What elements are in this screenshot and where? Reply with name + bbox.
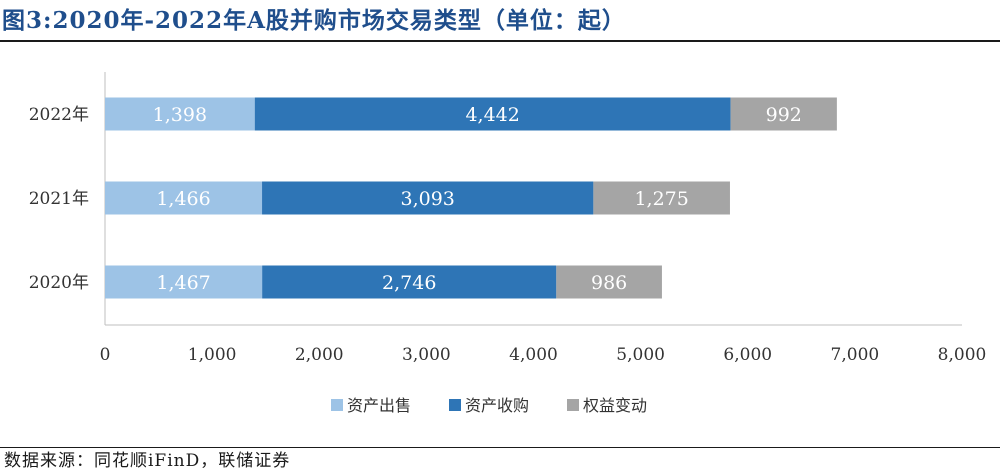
x-tick-label: 1,000	[188, 345, 237, 365]
data-label: 4,442	[465, 104, 519, 126]
bar-segment	[593, 181, 730, 215]
bar-segment	[556, 265, 662, 299]
bar-segment	[262, 181, 594, 215]
source-note: 数据来源：同花顺iFinD，联储证券	[4, 451, 291, 471]
x-tick-label: 4,000	[509, 345, 558, 365]
chart-title: 图3:2020年-2022年A股并购市场交易类型（单位：起）	[2, 7, 626, 34]
category-label: 2020年	[29, 273, 89, 293]
data-label: 1,398	[153, 104, 207, 126]
x-tick-label: 6,000	[723, 345, 772, 365]
category-label: 2022年	[29, 105, 89, 125]
legend-swatch	[449, 399, 461, 411]
bar-segment	[105, 181, 263, 215]
data-label: 1,275	[634, 188, 688, 210]
data-label: 2,746	[382, 272, 436, 294]
data-label: 992	[766, 104, 802, 126]
x-tick-label: 3,000	[402, 345, 451, 365]
legend-label: 权益变动	[583, 396, 647, 415]
bar-segment	[262, 265, 557, 299]
data-label: 986	[591, 272, 627, 294]
legend-label: 资产收购	[465, 396, 529, 415]
title-divider	[0, 40, 1000, 42]
category-label: 2021年	[29, 189, 89, 209]
x-tick-label: 5,000	[616, 345, 665, 365]
legend-swatch	[567, 399, 579, 411]
bar-segment	[105, 97, 255, 131]
stacked-bar-chart: 2022年 1,398 4,442 992 2021年 1,466 3,093 1,275 20…	[29, 72, 987, 415]
x-tick-label: 7,000	[831, 345, 880, 365]
x-tick-label: 2,000	[295, 345, 344, 365]
x-tick-label: 0	[100, 345, 111, 365]
data-label: 1,466	[156, 188, 210, 210]
legend-label: 资产出售	[347, 396, 411, 415]
bar-segment	[254, 97, 731, 131]
data-label: 1,467	[156, 272, 210, 294]
bar-segment	[730, 97, 837, 131]
source-divider	[0, 447, 1000, 448]
bar-segment	[105, 265, 263, 299]
data-label: 3,093	[401, 188, 455, 210]
x-tick-label: 8,000	[938, 345, 987, 365]
legend-swatch	[331, 399, 343, 411]
